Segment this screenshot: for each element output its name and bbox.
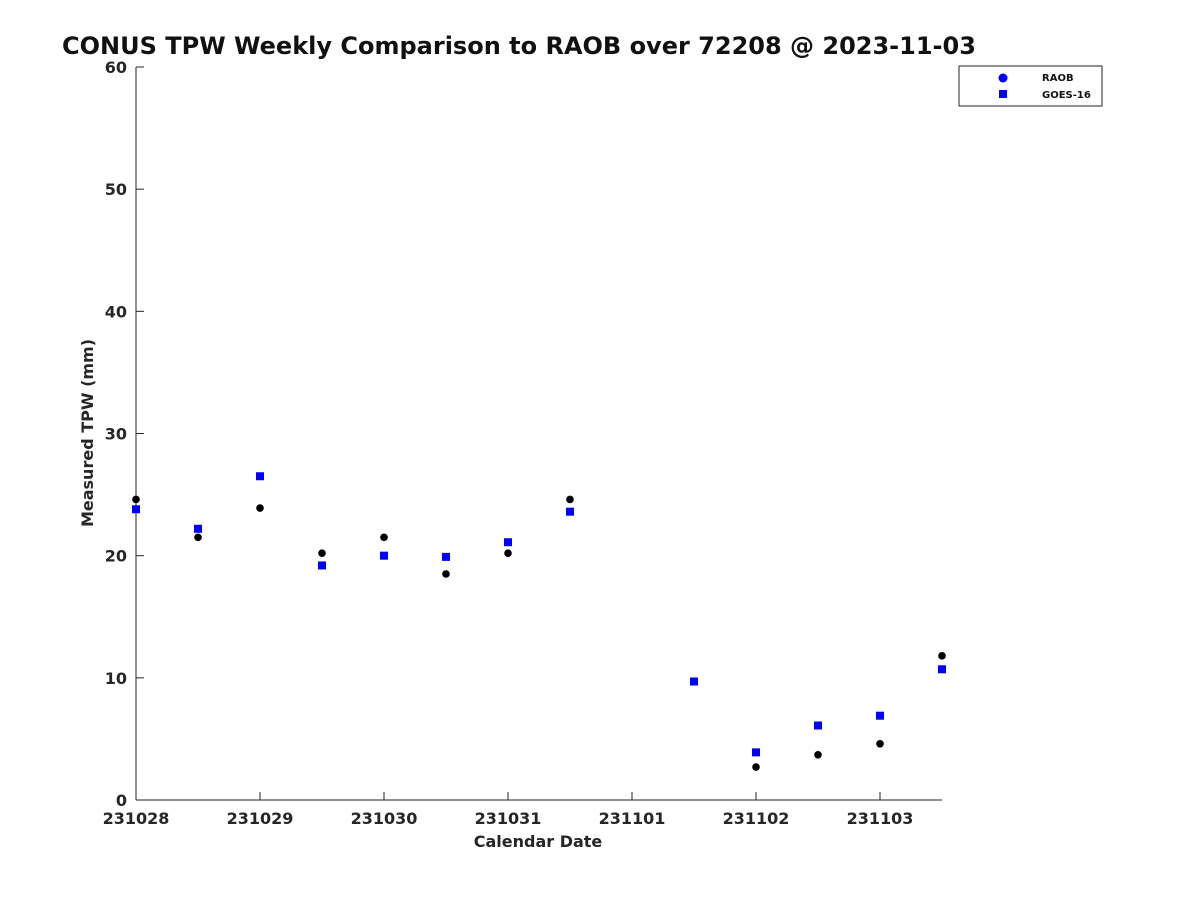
- data-point-raob: [380, 533, 388, 542]
- legend-marker-raob: [998, 73, 1008, 83]
- y-tick-label: 20: [105, 547, 127, 566]
- data-point-goes16: [566, 507, 574, 516]
- data-point-goes16: [504, 538, 512, 547]
- y-tick-label: 10: [105, 669, 127, 688]
- y-tick-label: 50: [105, 180, 127, 199]
- data-point-goes16: [442, 552, 450, 561]
- data-point-goes16: [318, 561, 326, 570]
- data-point-raob: [814, 750, 822, 759]
- chart-title: CONUS TPW Weekly Comparison to RAOB over…: [62, 32, 976, 60]
- data-point-raob: [876, 740, 884, 748]
- legend-label-goes16: GOES-16: [1042, 90, 1091, 101]
- x-tick-label: 231101: [599, 809, 666, 828]
- data-point-raob: [256, 504, 264, 512]
- y-tick-label: 0: [116, 791, 127, 810]
- data-point-goes16: [380, 551, 388, 560]
- x-tick-label: 231031: [475, 809, 542, 828]
- x-tick-label: 231102: [723, 809, 790, 828]
- data-point-goes16: [938, 665, 946, 674]
- legend: RAOB GOES-16: [958, 65, 1103, 107]
- data-point-goes16: [256, 472, 264, 481]
- data-point-raob: [194, 533, 202, 542]
- data-point-goes16: [752, 748, 760, 757]
- x-tick-label: 231103: [847, 809, 914, 828]
- x-tick-label: 231030: [351, 809, 418, 828]
- data-point-goes16: [194, 524, 202, 533]
- y-tick-label: 30: [105, 425, 127, 444]
- data-point-goes16: [690, 677, 698, 686]
- data-point-raob: [504, 549, 512, 558]
- y-tick-label: 40: [105, 302, 127, 321]
- data-point-raob: [938, 652, 946, 660]
- y-axis-ticks: 0 10 20 30 40 50 60: [105, 58, 144, 810]
- x-axis-label: Calendar Date: [474, 832, 603, 851]
- y-axis-label: Measured TPW (mm): [78, 339, 97, 527]
- data-point-raob: [442, 570, 450, 578]
- x-axis-ticks: 231028 231029 231030 231031 231101 231102 2311…: [103, 792, 914, 828]
- legend-box: [958, 65, 1103, 107]
- data-points: [132, 472, 946, 771]
- data-point-raob: [132, 495, 140, 504]
- data-point-goes16: [132, 505, 140, 514]
- x-tick-label: 231029: [227, 809, 294, 828]
- legend-label-raob: RAOB: [1042, 73, 1074, 84]
- y-tick-label: 60: [105, 58, 127, 77]
- plot-area: [135, 67, 942, 801]
- x-tick-label: 231028: [103, 809, 170, 828]
- data-point-raob: [752, 763, 760, 771]
- data-point-goes16: [876, 711, 884, 720]
- data-point-raob: [318, 549, 326, 558]
- data-point-raob: [566, 495, 574, 504]
- data-point-goes16: [814, 721, 822, 730]
- legend-marker-goes16: [999, 90, 1007, 98]
